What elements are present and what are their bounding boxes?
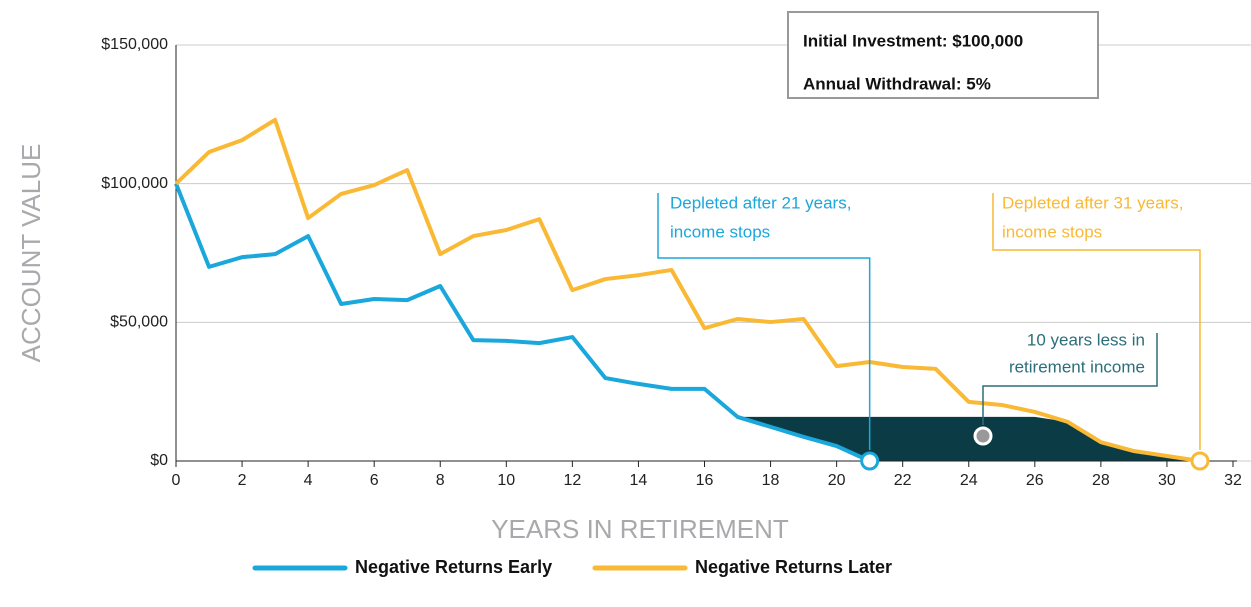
x-tick-label: 24: [960, 472, 978, 489]
annotation-text: income stops: [670, 222, 770, 241]
annotation-text: income stops: [1002, 222, 1102, 241]
legend-label: Negative Returns Early: [355, 557, 552, 577]
annotation-leader: [982, 333, 1158, 425]
y-axis-label: ACCOUNT VALUE: [16, 144, 46, 363]
legend-label: Negative Returns Later: [695, 557, 892, 577]
y-tick-label: $100,000: [101, 175, 168, 192]
x-tick-label: 2: [238, 472, 247, 489]
x-tick-label: 12: [563, 472, 581, 489]
y-tick-label: $0: [150, 452, 168, 469]
shortfall-dot: [973, 426, 993, 446]
x-tick-label: 8: [436, 472, 445, 489]
x-tick-label: 10: [497, 472, 515, 489]
depletion-marker: [1190, 451, 1210, 471]
x-tick-label: 20: [828, 472, 846, 489]
depletion-marker: [860, 451, 880, 471]
x-tick-label: 14: [630, 472, 648, 489]
annotation-text: Depleted after 31 years,: [1002, 193, 1183, 212]
x-tick-label: 32: [1224, 472, 1242, 489]
x-tick-label: 6: [370, 472, 379, 489]
y-tick-label: $150,000: [101, 36, 168, 53]
x-tick-label: 16: [696, 472, 714, 489]
x-tick-label: 22: [894, 472, 912, 489]
annotation-text: 10 years less in: [1027, 330, 1145, 349]
annotation-text: Depleted after 21 years,: [670, 193, 851, 212]
info-text: Initial Investment: $100,000: [803, 31, 1023, 50]
info-text: Annual Withdrawal: 5%: [803, 74, 991, 93]
series-line: [174, 117, 1201, 463]
x-tick-label: 30: [1158, 472, 1176, 489]
x-tick-label: 26: [1026, 472, 1044, 489]
series-line: [174, 182, 871, 463]
x-tick-label: 4: [304, 472, 313, 489]
info-box: [787, 11, 1099, 99]
x-tick-label: 0: [172, 472, 181, 489]
y-tick-label: $50,000: [110, 314, 168, 331]
x-tick-label: 28: [1092, 472, 1110, 489]
shortfall-area: [737, 416, 1200, 461]
annotation-leader: [657, 193, 871, 450]
annotation-leader: [992, 193, 1201, 450]
annotation-text: retirement income: [1009, 357, 1145, 376]
x-tick-label: 18: [762, 472, 780, 489]
x-axis-label: YEARS IN RETIREMENT: [491, 514, 789, 544]
